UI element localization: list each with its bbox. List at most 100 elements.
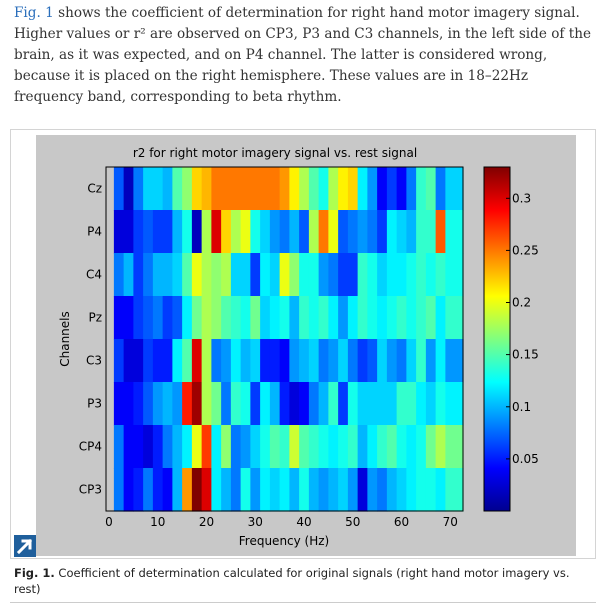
- heatmap-cell: [357, 253, 368, 297]
- heatmap-cell: [260, 210, 271, 254]
- heatmap-cell: [240, 382, 251, 426]
- expand-figure-button[interactable]: [14, 535, 36, 557]
- heatmap-cell: [416, 468, 427, 512]
- heatmap-cell: [328, 468, 339, 512]
- heatmap-cell: [230, 253, 242, 297]
- fig-1-link[interactable]: Fig. 1: [14, 5, 54, 21]
- heatmap-cell: [182, 296, 193, 340]
- heatmap-cell: [367, 253, 378, 297]
- heatmap-cell: [435, 296, 446, 340]
- heatmap-cell: [357, 468, 368, 512]
- heatmap-cell: [240, 339, 251, 383]
- heatmap-cell: [162, 468, 173, 512]
- heatmap-cell: [299, 425, 310, 469]
- heatmap-cell: [162, 253, 173, 297]
- x-tick-label: 40: [296, 515, 311, 529]
- y-tick-label: CP3: [79, 483, 102, 497]
- heatmap-cell: [221, 167, 232, 211]
- heatmap-cell: [377, 296, 388, 340]
- heatmap-cell: [269, 382, 281, 426]
- heatmap-cell: [172, 382, 183, 426]
- heatmap-cell: [260, 425, 271, 469]
- heatmap-cell: [279, 210, 290, 254]
- heatmap-cell: [308, 210, 320, 254]
- heatmap-cell: [416, 253, 427, 297]
- heatmap-cell: [328, 425, 339, 469]
- heatmap-cell: [289, 339, 300, 383]
- heatmap-cell: [221, 468, 232, 512]
- colorbar-tick-labels: 0.05 0.1 0.15 0.2 0.25 0.3: [506, 191, 539, 466]
- heatmap-cell: [386, 382, 398, 426]
- heatmap-cell: [386, 210, 398, 254]
- heatmap-cell: [367, 382, 378, 426]
- figure-caption: Fig. 1. Coefficient of determination cal…: [14, 565, 597, 597]
- heatmap-cell: [201, 425, 212, 469]
- heatmap-cell: [425, 296, 437, 340]
- heatmap-cell: [377, 425, 388, 469]
- heatmap-cell: [396, 425, 407, 469]
- heatmap-cell: [406, 167, 417, 211]
- heatmap-cell: [240, 425, 251, 469]
- heatmap-cell: [211, 210, 222, 254]
- heatmap-cell: [328, 253, 339, 297]
- heatmap-cell: [269, 425, 281, 469]
- y-tick-label: C4: [86, 268, 102, 282]
- heatmap-cell: [386, 167, 398, 211]
- heatmap-cell: [152, 468, 164, 512]
- heatmap-cell: [143, 253, 154, 297]
- heatmap-cell: [386, 296, 398, 340]
- heatmap-cell: [260, 253, 271, 297]
- heatmap-cell: [123, 253, 134, 297]
- heatmap-cell: [308, 167, 320, 211]
- heatmap-cell: [182, 210, 193, 254]
- heatmap-cell: [386, 425, 398, 469]
- heatmap-cell: [347, 425, 359, 469]
- heatmap-cell: [338, 210, 349, 254]
- heatmap-cell: [396, 339, 407, 383]
- heatmap-cell: [143, 296, 154, 340]
- heatmap-cell: [425, 425, 437, 469]
- heatmap-cell: [318, 425, 329, 469]
- heatmap-cell: [240, 210, 251, 254]
- heatmap-cell: [367, 339, 378, 383]
- heatmap-cell: [377, 382, 388, 426]
- heatmap-cell: [250, 339, 261, 383]
- heatmap-cell: [338, 253, 349, 297]
- heatmap-cell: [221, 210, 232, 254]
- heatmap-cell: [289, 382, 300, 426]
- heatmap-cell: [289, 167, 300, 211]
- heatmap-cell: [308, 425, 320, 469]
- heatmap-cell: [201, 382, 212, 426]
- heatmap-cell: [347, 167, 359, 211]
- heatmap-cell: [299, 468, 310, 512]
- heatmap-cell: [191, 167, 203, 211]
- heatmap-cell: [328, 382, 339, 426]
- y-tick-label: Cz: [87, 182, 102, 196]
- heatmap-cell: [113, 210, 125, 254]
- heatmap-cell: [299, 382, 310, 426]
- heatmap-cell: [289, 468, 300, 512]
- heatmap-cell: [211, 468, 222, 512]
- heatmap-cell: [445, 339, 464, 383]
- y-axis-label: Channels: [58, 311, 72, 367]
- heatmap-cell: [201, 167, 212, 211]
- heatmap-cell: [357, 296, 368, 340]
- heatmap-cell: [172, 167, 183, 211]
- heatmap-cell: [406, 210, 417, 254]
- heatmap-cell: [318, 167, 329, 211]
- x-tick-label: 70: [443, 515, 458, 529]
- heatmap-cell: [328, 339, 339, 383]
- expand-arrow-icon: [16, 538, 33, 555]
- heatmap-cell: [152, 296, 164, 340]
- heatmap-cell: [211, 167, 222, 211]
- heatmap-cell: [435, 339, 446, 383]
- heatmap-cell: [201, 210, 212, 254]
- heatmap-cell: [201, 296, 212, 340]
- heatmap-cell: [386, 339, 398, 383]
- heatmap-cell: [318, 382, 329, 426]
- x-tick-label: 20: [199, 515, 214, 529]
- heatmap-cell: [191, 253, 203, 297]
- colorbar-tick-label: 0.15: [512, 348, 539, 362]
- heatmap-cell: [445, 382, 464, 426]
- heatmap-cell: [152, 382, 164, 426]
